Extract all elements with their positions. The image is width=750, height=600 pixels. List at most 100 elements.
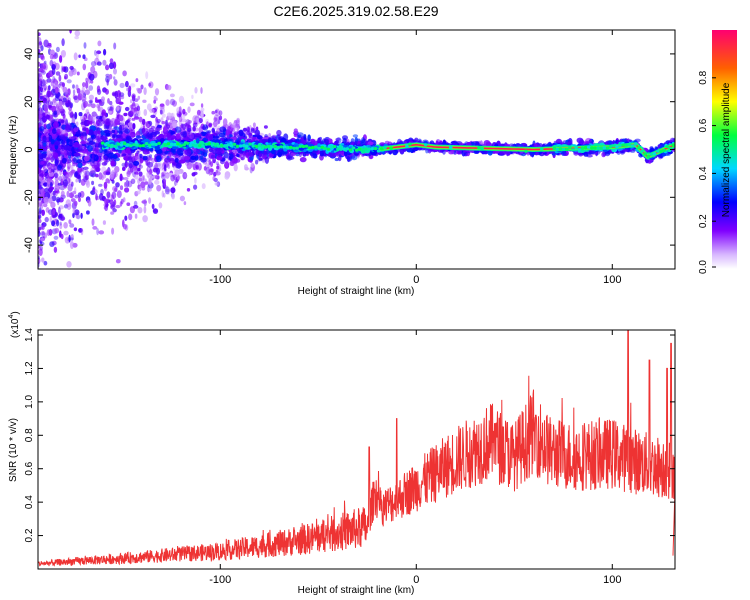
heatmap-cell xyxy=(96,61,102,66)
heatmap-cell xyxy=(171,120,177,128)
heatmap-cell xyxy=(123,177,129,181)
heatmap-cell xyxy=(172,100,177,107)
heatmap-cell xyxy=(92,121,96,126)
heatmap-cell xyxy=(52,190,56,196)
heatmap-cell xyxy=(200,87,203,94)
heatmap-cell xyxy=(223,152,229,159)
heatmap-cell xyxy=(200,155,204,160)
heatmap-cell xyxy=(179,195,185,202)
heatmap-cell xyxy=(109,100,113,106)
heatmap-cell xyxy=(164,186,170,195)
heatmap-cell xyxy=(69,141,73,147)
heatmap-cell xyxy=(95,195,100,201)
heatmap-cell xyxy=(169,98,176,106)
heatmap-cell xyxy=(43,260,48,266)
heatmap-cell xyxy=(49,79,55,83)
heatmap-cell xyxy=(66,79,72,84)
heatmap-cell xyxy=(73,127,79,132)
heatmap-cell xyxy=(40,53,44,60)
heatmap-cell xyxy=(64,73,69,80)
heatmap-cell xyxy=(120,198,124,205)
heatmap-cell xyxy=(71,169,76,174)
heatmap-cell xyxy=(151,203,155,210)
heatmap-cell xyxy=(90,61,97,67)
heatmap-cell xyxy=(179,125,183,130)
heatmap-cell xyxy=(98,183,103,187)
heatmap-cell xyxy=(63,230,69,236)
heatmap-cell xyxy=(91,218,95,226)
heatmap-cell xyxy=(175,133,181,140)
heatmap-cell xyxy=(90,80,94,84)
heatmap-cell xyxy=(135,155,140,160)
heatmap-cell xyxy=(143,109,148,116)
heatmap-cell xyxy=(88,94,94,101)
heatmap-cell xyxy=(70,198,76,203)
heatmap-cell xyxy=(118,101,124,105)
heatmap-cell xyxy=(66,122,72,129)
heatmap-cell xyxy=(140,181,146,189)
heatmap-cell xyxy=(38,152,43,159)
heatmap-cell xyxy=(65,173,69,179)
heatmap-cell xyxy=(195,161,199,166)
heatmap-cell xyxy=(146,103,152,111)
heatmap-cell xyxy=(114,118,120,126)
heatmap-cell xyxy=(189,102,195,107)
heatmap-cell xyxy=(102,115,106,121)
heatmap-cell xyxy=(102,59,107,66)
heatmap-cell xyxy=(303,134,307,140)
heatmap-cell xyxy=(203,166,207,171)
heatmap-cell xyxy=(148,82,152,87)
heatmap-cell xyxy=(74,35,80,40)
heatmap-cell xyxy=(122,127,129,133)
heatmap-cell xyxy=(142,118,146,126)
heatmap-cell xyxy=(323,138,330,145)
heatmap-cell xyxy=(57,214,63,220)
heatmap-cell xyxy=(101,96,105,102)
heatmap-cell xyxy=(299,157,307,163)
heatmap-cell xyxy=(124,106,130,112)
heatmap-cell xyxy=(88,85,94,91)
heatmap-cell xyxy=(136,150,140,154)
heatmap-cell xyxy=(212,175,216,182)
heatmap-cell xyxy=(73,227,78,232)
heatmap-cell xyxy=(159,109,163,115)
heatmap-cell xyxy=(269,154,274,159)
heatmap-cell xyxy=(73,52,78,61)
heatmap-cell xyxy=(45,86,51,91)
heatmap-cell xyxy=(119,185,124,191)
heatmap-cell xyxy=(107,98,110,104)
heatmap-cell xyxy=(87,137,94,142)
heatmap-cell xyxy=(125,179,130,188)
heatmap-cell xyxy=(250,162,255,168)
heatmap-cell xyxy=(200,107,205,112)
heatmap-cell xyxy=(134,213,138,219)
heatmap-cell xyxy=(506,151,511,156)
heatmap-cell xyxy=(68,234,71,243)
heatmap-cell xyxy=(50,81,55,87)
heatmap-cell xyxy=(222,118,228,126)
heatmap-cell xyxy=(137,167,141,172)
heatmap-cell xyxy=(128,160,134,169)
heatmap-cell xyxy=(60,50,66,58)
heatmap-cell xyxy=(123,112,128,117)
heatmap-cell xyxy=(58,134,65,140)
heatmap-cell xyxy=(173,166,176,171)
heatmap-cell xyxy=(319,150,324,157)
heatmap-cell xyxy=(131,93,136,99)
heatmap-cell xyxy=(126,170,131,178)
heatmap-cell xyxy=(138,116,143,123)
heatmap-cell xyxy=(95,52,99,60)
heatmap-cell xyxy=(113,42,117,50)
heatmap-cell xyxy=(119,82,125,89)
heatmap-cell xyxy=(67,97,71,104)
heatmap-cell xyxy=(107,179,111,184)
heatmap-cell xyxy=(50,101,53,106)
heatmap-cell xyxy=(49,93,54,98)
heatmap-cell xyxy=(170,130,176,135)
heatmap-cell xyxy=(110,160,116,167)
heatmap-cell xyxy=(58,205,64,210)
heatmap-cell xyxy=(165,99,170,106)
heatmap-cell xyxy=(182,108,186,115)
heatmap-cell xyxy=(142,99,147,104)
heatmap-cell xyxy=(218,110,223,116)
